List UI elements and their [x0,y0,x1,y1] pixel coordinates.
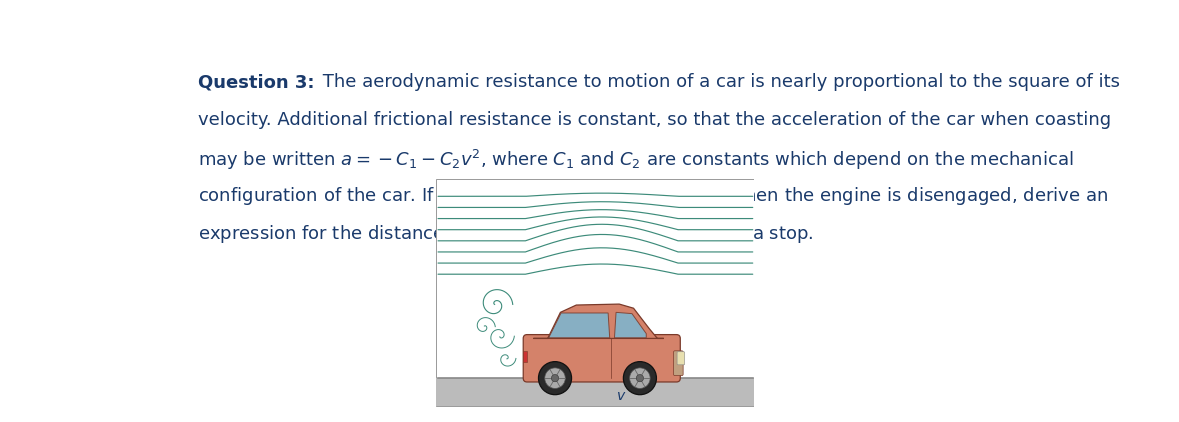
Text: expression for the distance $D$ required for the car to coast to a stop.: expression for the distance $D$ required… [198,223,814,245]
Circle shape [545,368,565,388]
Polygon shape [533,304,664,338]
FancyBboxPatch shape [523,335,680,382]
Circle shape [539,362,572,395]
Text: $v$: $v$ [617,389,626,403]
Polygon shape [548,313,610,338]
Bar [436,378,755,406]
FancyBboxPatch shape [677,352,685,365]
Bar [523,351,527,362]
Text: configuration of the car. If the car has an initial velocity $v_0$ when the engi: configuration of the car. If the car has… [198,186,1107,208]
Text: Question 3:: Question 3: [198,73,314,92]
Text: velocity. Additional frictional resistance is constant, so that the acceleration: velocity. Additional frictional resistan… [198,111,1111,129]
Circle shape [637,374,644,382]
Text: The aerodynamic resistance to motion of a car is nearly proportional to the squa: The aerodynamic resistance to motion of … [317,73,1120,92]
FancyBboxPatch shape [673,351,683,376]
Circle shape [630,368,650,388]
Polygon shape [614,312,646,338]
Text: may be written $a = -C_1 - C_2v^2$, where $C_1$ and $C_2$ are constants which de: may be written $a = -C_1 - C_2v^2$, wher… [198,148,1073,172]
Circle shape [624,362,657,395]
Circle shape [552,374,559,382]
